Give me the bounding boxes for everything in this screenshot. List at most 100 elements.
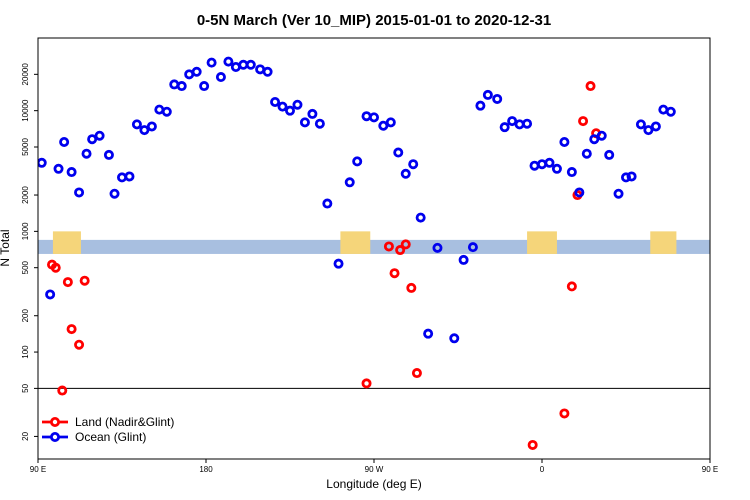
y-tick-label: 2000 [21, 186, 30, 204]
land-point [79, 275, 90, 286]
ocean-point [176, 81, 187, 92]
ocean-point [475, 100, 486, 111]
ocean-point [626, 171, 637, 182]
land-point [411, 368, 422, 379]
y-tick-label: 20000 [21, 63, 30, 86]
y-tick-label: 1000 [21, 222, 30, 240]
land-point [400, 239, 411, 250]
ocean-point [215, 72, 226, 83]
ocean-point [522, 118, 533, 129]
legend-label: Ocean (Glint) [75, 430, 146, 444]
ocean-point [499, 122, 510, 133]
ocean-point [66, 167, 77, 178]
ocean-point [400, 168, 411, 179]
ocean-point [537, 159, 548, 170]
ocean-point [344, 177, 355, 188]
ocean-point [74, 187, 85, 198]
ocean-point [103, 149, 114, 160]
ocean-point [581, 148, 592, 159]
ocean-point [139, 125, 150, 136]
land-point [395, 245, 406, 256]
y-axis-label: N Total [0, 229, 12, 266]
ocean-point [53, 163, 64, 174]
ocean-point [589, 134, 600, 145]
ocean-point [596, 130, 607, 141]
y-tick-label: 100 [21, 345, 30, 359]
ocean-point [333, 258, 344, 269]
ocean-point [408, 159, 419, 170]
chart-title: 0-5N March (Ver 10_MIP) 2015-01-01 to 20… [197, 12, 551, 29]
ocean-point [529, 160, 540, 171]
y-axis: 20 50 100 200 500 1000 2000 5000 10000 20000 [21, 63, 38, 441]
ocean-point [415, 212, 426, 223]
ocean-point [458, 254, 469, 265]
land-point [720, 261, 727, 268]
ocean-point [544, 157, 555, 168]
ocean-point [507, 116, 518, 127]
ocean-point [574, 187, 585, 198]
ocean-point [245, 59, 256, 70]
ocean-point [45, 289, 56, 300]
ocean-point [109, 188, 120, 199]
land-patch [340, 231, 371, 254]
ocean-point [262, 66, 273, 77]
land-point [66, 324, 77, 335]
land-series [47, 81, 747, 450]
ocean-point [270, 96, 281, 107]
land-point [62, 277, 73, 288]
ocean-point [361, 111, 372, 122]
x-tick-label: 0 [540, 465, 545, 474]
ocean-point [449, 333, 460, 344]
x-tick-label: 180 [199, 465, 213, 474]
ocean-point [124, 171, 135, 182]
legend-ocean: Ocean (Glint) [42, 430, 146, 444]
land-point [585, 81, 596, 92]
y-tick-label: 50 [21, 383, 30, 392]
ocean-point [559, 137, 570, 148]
y-tick-label: 200 [21, 309, 30, 323]
y-tick-label: 5000 [21, 138, 30, 156]
legend-marker [50, 416, 61, 427]
ocean-point [314, 118, 325, 129]
land-point [406, 282, 417, 293]
x-axis: 90 E 180 90 W 0 90 E [30, 459, 718, 474]
ocean-point [613, 188, 624, 199]
ocean-point [719, 291, 726, 298]
land-point [57, 385, 68, 396]
ocean-point [322, 198, 333, 209]
legend-label: Land (Nadir&Glint) [75, 415, 174, 429]
ocean-point [117, 172, 128, 183]
legend-marker [50, 431, 61, 442]
ocean-band [38, 239, 710, 254]
ocean-point [131, 119, 142, 130]
ocean-point [191, 66, 202, 77]
land-point [559, 408, 570, 419]
ocean-point [432, 242, 443, 253]
land-point [383, 241, 394, 252]
ocean-point [423, 328, 434, 339]
land-point [724, 264, 731, 271]
ocean-point [368, 112, 379, 123]
land-patch [527, 231, 557, 254]
x-tick-label: 90 E [30, 465, 46, 474]
ocean-point [59, 137, 70, 148]
ocean-point [385, 117, 396, 128]
ocean-point [566, 167, 577, 178]
ocean-point [199, 81, 210, 92]
ocean-point [169, 79, 180, 90]
ocean-point [650, 121, 661, 132]
ocean-point [482, 89, 493, 100]
ocean-point [284, 105, 295, 116]
ocean-point [223, 56, 234, 67]
ocean-point [277, 101, 288, 112]
y-tick-label: 500 [21, 260, 30, 274]
ocean-point [551, 163, 562, 174]
land-point [389, 268, 400, 279]
ocean-point [635, 119, 646, 130]
ocean-point [292, 99, 303, 110]
ocean-series [38, 56, 726, 344]
land-point [740, 325, 747, 332]
ocean-point [378, 120, 389, 131]
land-point [74, 339, 85, 350]
